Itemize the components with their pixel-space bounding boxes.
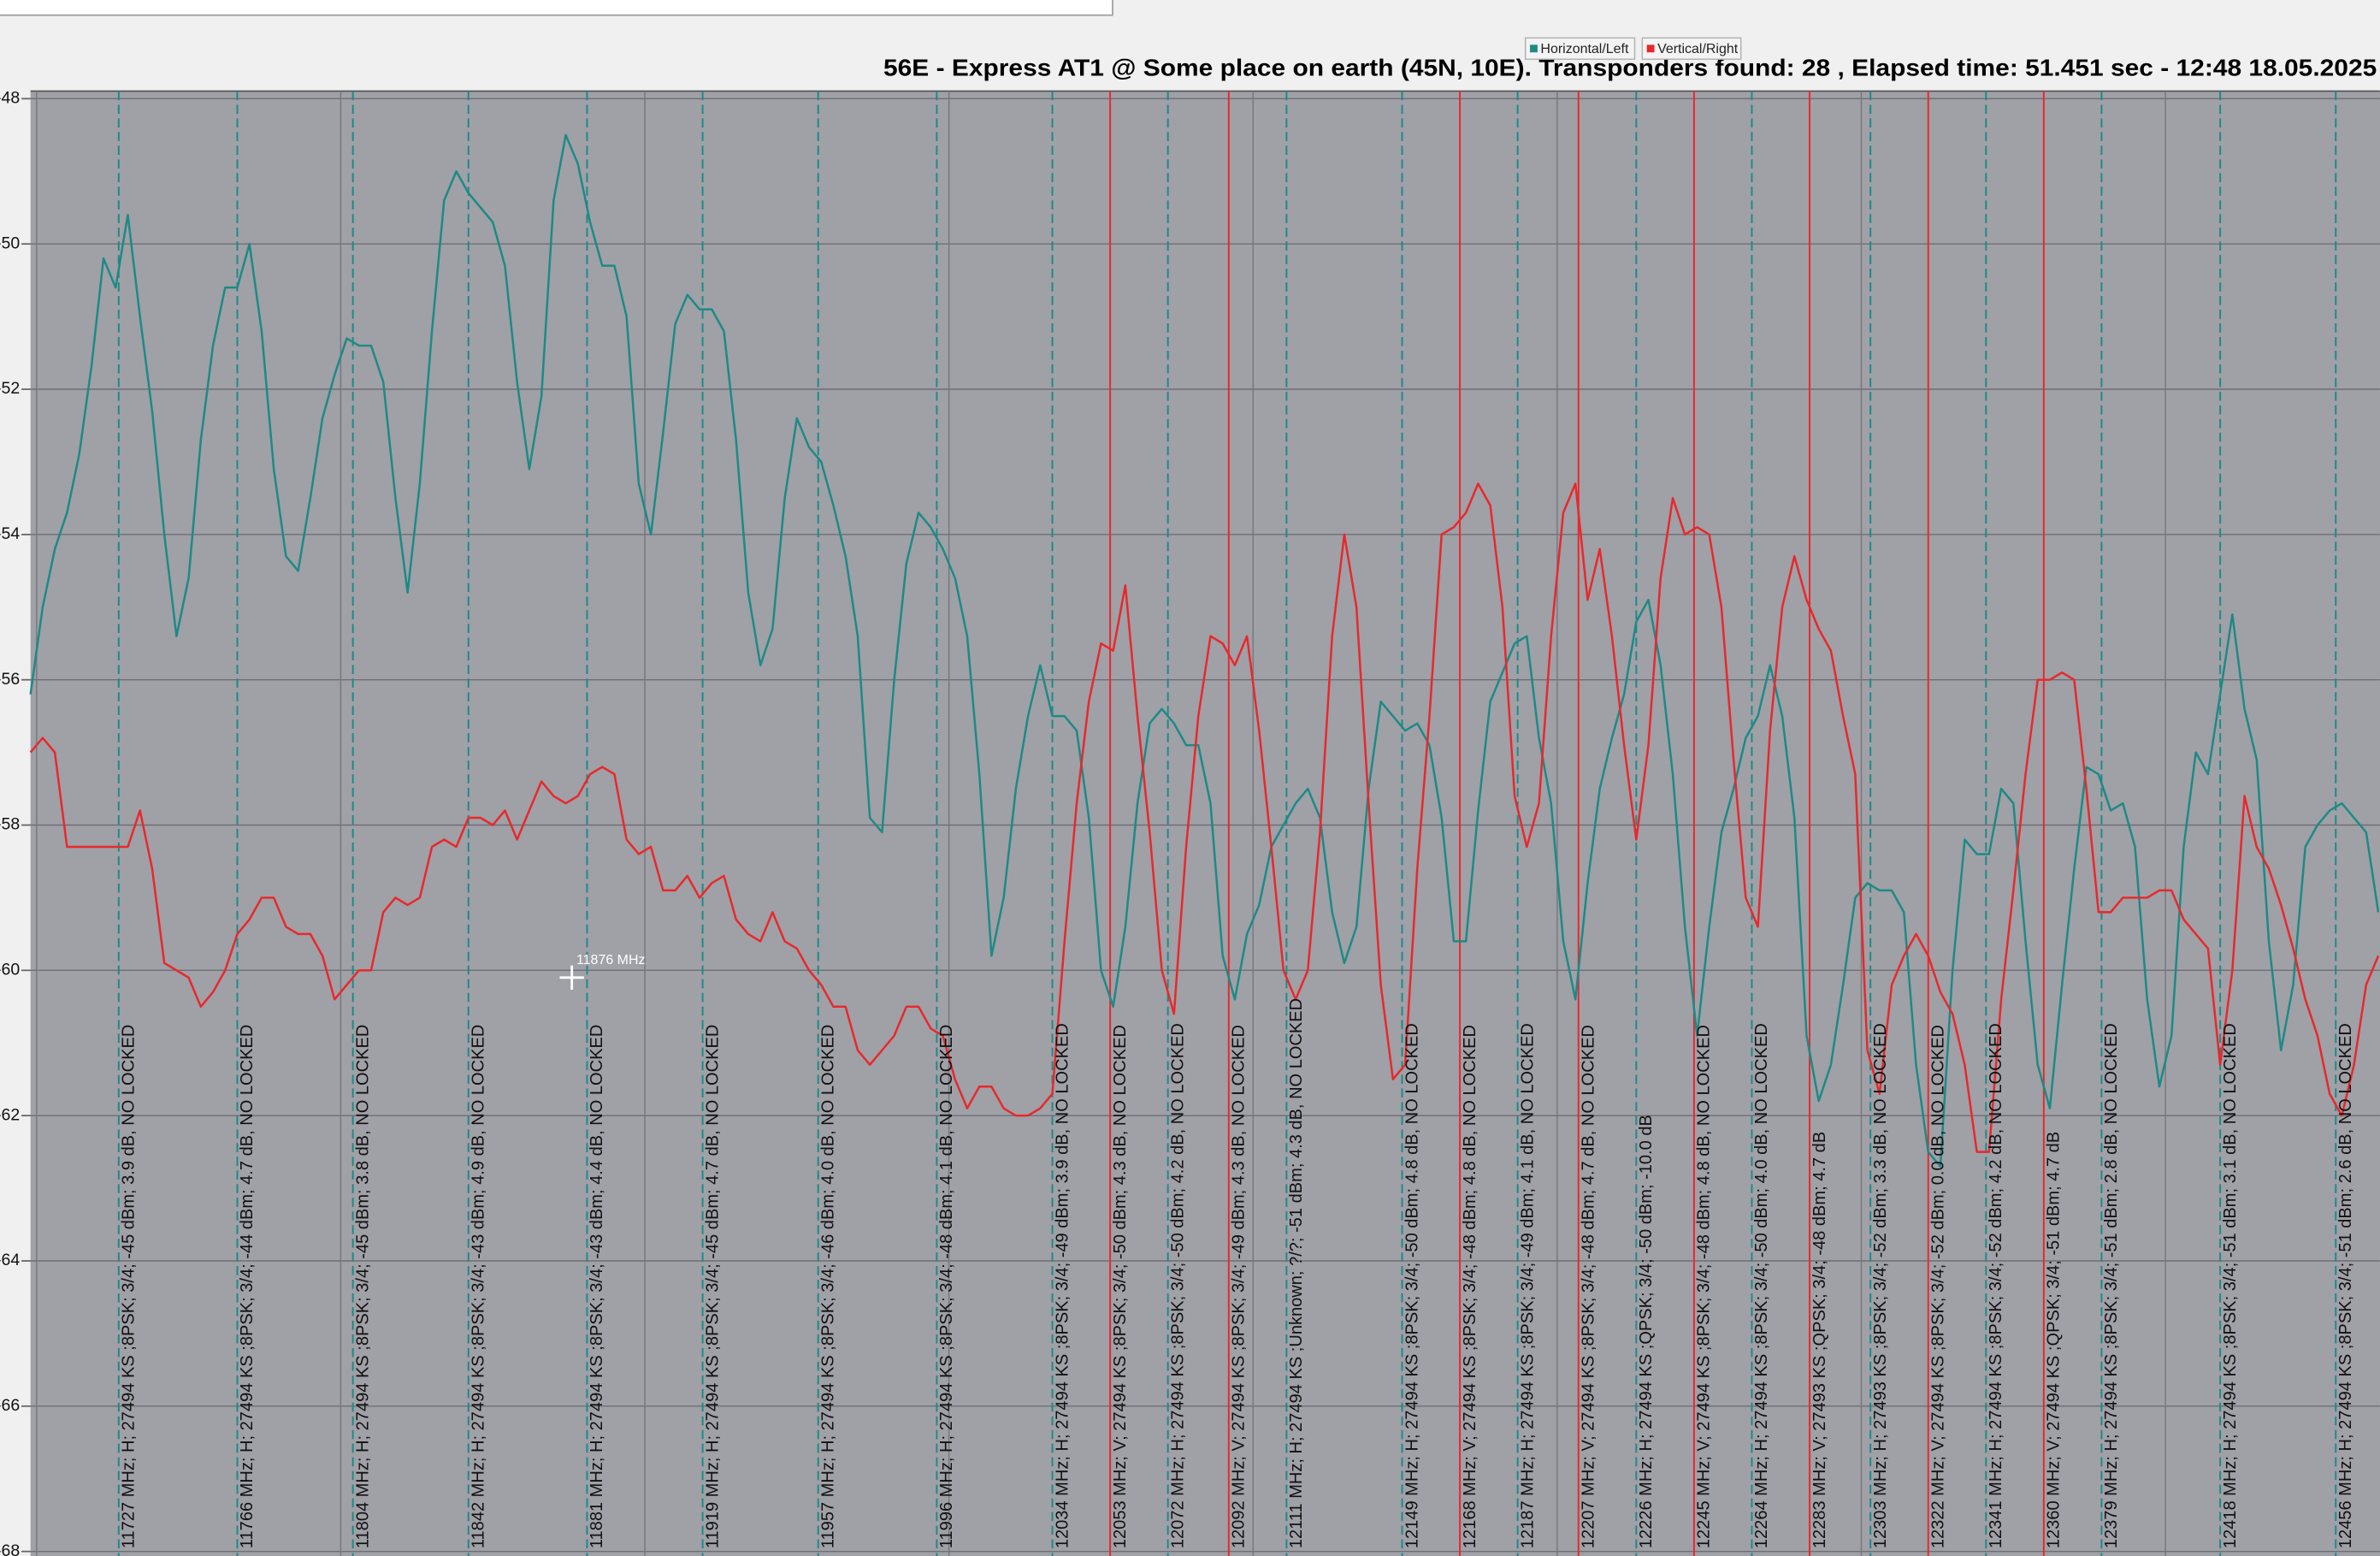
transponder-lines <box>117 91 2337 1556</box>
legend-box <box>1641 37 1742 60</box>
transponder-label: 12053 MHz; V; 27494 KS ;8PSK; 3/4; -50 d… <box>1111 1025 1130 1548</box>
transponder-label: 12322 MHz; V; 27494 KS ;8PSK; 3/4; -52 d… <box>1928 1025 1947 1548</box>
transponder-labels: 11727 MHz; H; 27494 KS ;8PSK; 3/4; -45 d… <box>120 998 2355 1548</box>
transponder-label: 12149 MHz; H; 27494 KS ;8PSK; 3/4; -50 d… <box>1403 1023 1421 1548</box>
transponder-label: 12187 MHz; H; 27494 KS ;8PSK; 3/4; -49 d… <box>1518 1023 1537 1548</box>
transponder-label: 12303 MHz; H; 27493 KS ;8PSK; 3/4; -52 d… <box>1871 1023 1890 1548</box>
transponder-label: 12245 MHz; V; 27494 KS ;8PSK; 3/4; -48 d… <box>1695 1025 1714 1548</box>
y-tick-label: -62 <box>0 1105 20 1124</box>
transponder-label: 12418 MHz; H; 27494 KS ;8PSK; 3/4; -51 d… <box>2221 1023 2240 1548</box>
transponder-label: 11842 MHz; H; 27494 KS ;8PSK; 3/4; -43 d… <box>470 1025 488 1548</box>
transponder-label: 12264 MHz; H; 27494 KS ;8PSK; 3/4; -50 d… <box>1752 1023 1771 1548</box>
legend-label: Horizontal/Left <box>1540 42 1629 56</box>
transponder-label: 12283 MHz; V; 27493 KS ;QPSK; 3/4; -48 d… <box>1810 1132 1829 1548</box>
input-box[interactable] <box>0 0 1113 16</box>
legend-box <box>1524 37 1636 60</box>
y-tick-label: -60 <box>0 961 20 979</box>
legend: Horizontal/Left Vertical/Right <box>1524 37 1742 60</box>
transponder-label: 12111 MHz; H; 27494 KS ;Unknown; ?/?; -5… <box>1287 998 1306 1548</box>
y-tick-label: -64 <box>0 1251 20 1269</box>
transponder-label: 11996 MHz; H; 27494 KS ;8PSK; 3/4; -48 d… <box>937 1025 956 1548</box>
legend-swatch <box>1530 44 1538 53</box>
legend-swatch <box>1646 44 1655 53</box>
y-tick-label: -66 <box>0 1396 20 1415</box>
transponder-label: 12360 MHz; V; 27494 KS ;QPSK; 3/4; -51 d… <box>2045 1132 2064 1548</box>
plot-area <box>30 91 2380 1556</box>
y-tick-label: -68 <box>0 1541 20 1556</box>
transponder-label: 11881 MHz; H; 27494 KS ;8PSK; 3/4; -43 d… <box>588 1025 606 1548</box>
cursor-cross <box>559 965 584 991</box>
series-lines <box>29 133 2380 1168</box>
transponder-label: 12456 MHz; H; 27494 KS ;8PSK; 3/4; -51 d… <box>2336 1023 2355 1548</box>
transponder-label: 11804 MHz; H; 27494 KS ;8PSK; 3/4; -45 d… <box>353 1025 372 1548</box>
y-tick-label: -48 <box>0 89 20 108</box>
transponder-label: 12072 MHz; H; 27494 KS ;8PSK; 3/4; -50 d… <box>1168 1023 1187 1548</box>
y-tick-label: -54 <box>0 524 20 543</box>
y-tick-label: -56 <box>0 670 20 689</box>
legend-label: Vertical/Right <box>1657 42 1739 56</box>
transponder-label: 12207 MHz; V; 27494 KS ;8PSK; 3/4; -48 d… <box>1580 1025 1598 1548</box>
transponder-label: 11727 MHz; H; 27494 KS ;8PSK; 3/4; -45 d… <box>120 1025 139 1548</box>
transponder-label: 11766 MHz; H; 27494 KS ;8PSK; 3/4; -44 d… <box>238 1025 257 1548</box>
grid <box>21 91 2380 1556</box>
transponder-label: 12379 MHz; H; 27494 KS ;8PSK; 3/4; -51 d… <box>2102 1023 2121 1548</box>
transponder-label: 12168 MHz; V; 27494 KS ;8PSK; 3/4; -48 d… <box>1461 1025 1479 1548</box>
cursor: 11876 MHz <box>559 953 645 991</box>
y-tick-label: -58 <box>0 815 20 834</box>
transponder-label: 12341 MHz; H; 27494 KS ;8PSK; 3/4; -52 d… <box>1987 1023 2005 1548</box>
transponder-label: 12034 MHz; H; 27494 KS ;8PSK; 3/4; -49 d… <box>1053 1023 1072 1548</box>
series-line <box>29 482 2380 1153</box>
y-tick-label: -50 <box>0 234 20 252</box>
transponder-label: 11957 MHz; H; 27494 KS ;8PSK; 3/4; -46 d… <box>818 1025 837 1548</box>
series-line <box>29 133 2380 1168</box>
y-tick-label: -52 <box>0 379 20 398</box>
transponder-label: 12226 MHz; H; 27494 KS ;QPSK; 3/4; -50 d… <box>1637 1115 1656 1548</box>
transponder-label: 12092 MHz; V; 27494 KS ;8PSK; 3/4; -49 d… <box>1230 1025 1249 1548</box>
transponder-label: 11919 MHz; H; 27494 KS ;8PSK; 3/4; -45 d… <box>703 1025 722 1548</box>
cursor-label: 11876 MHz <box>576 953 645 967</box>
